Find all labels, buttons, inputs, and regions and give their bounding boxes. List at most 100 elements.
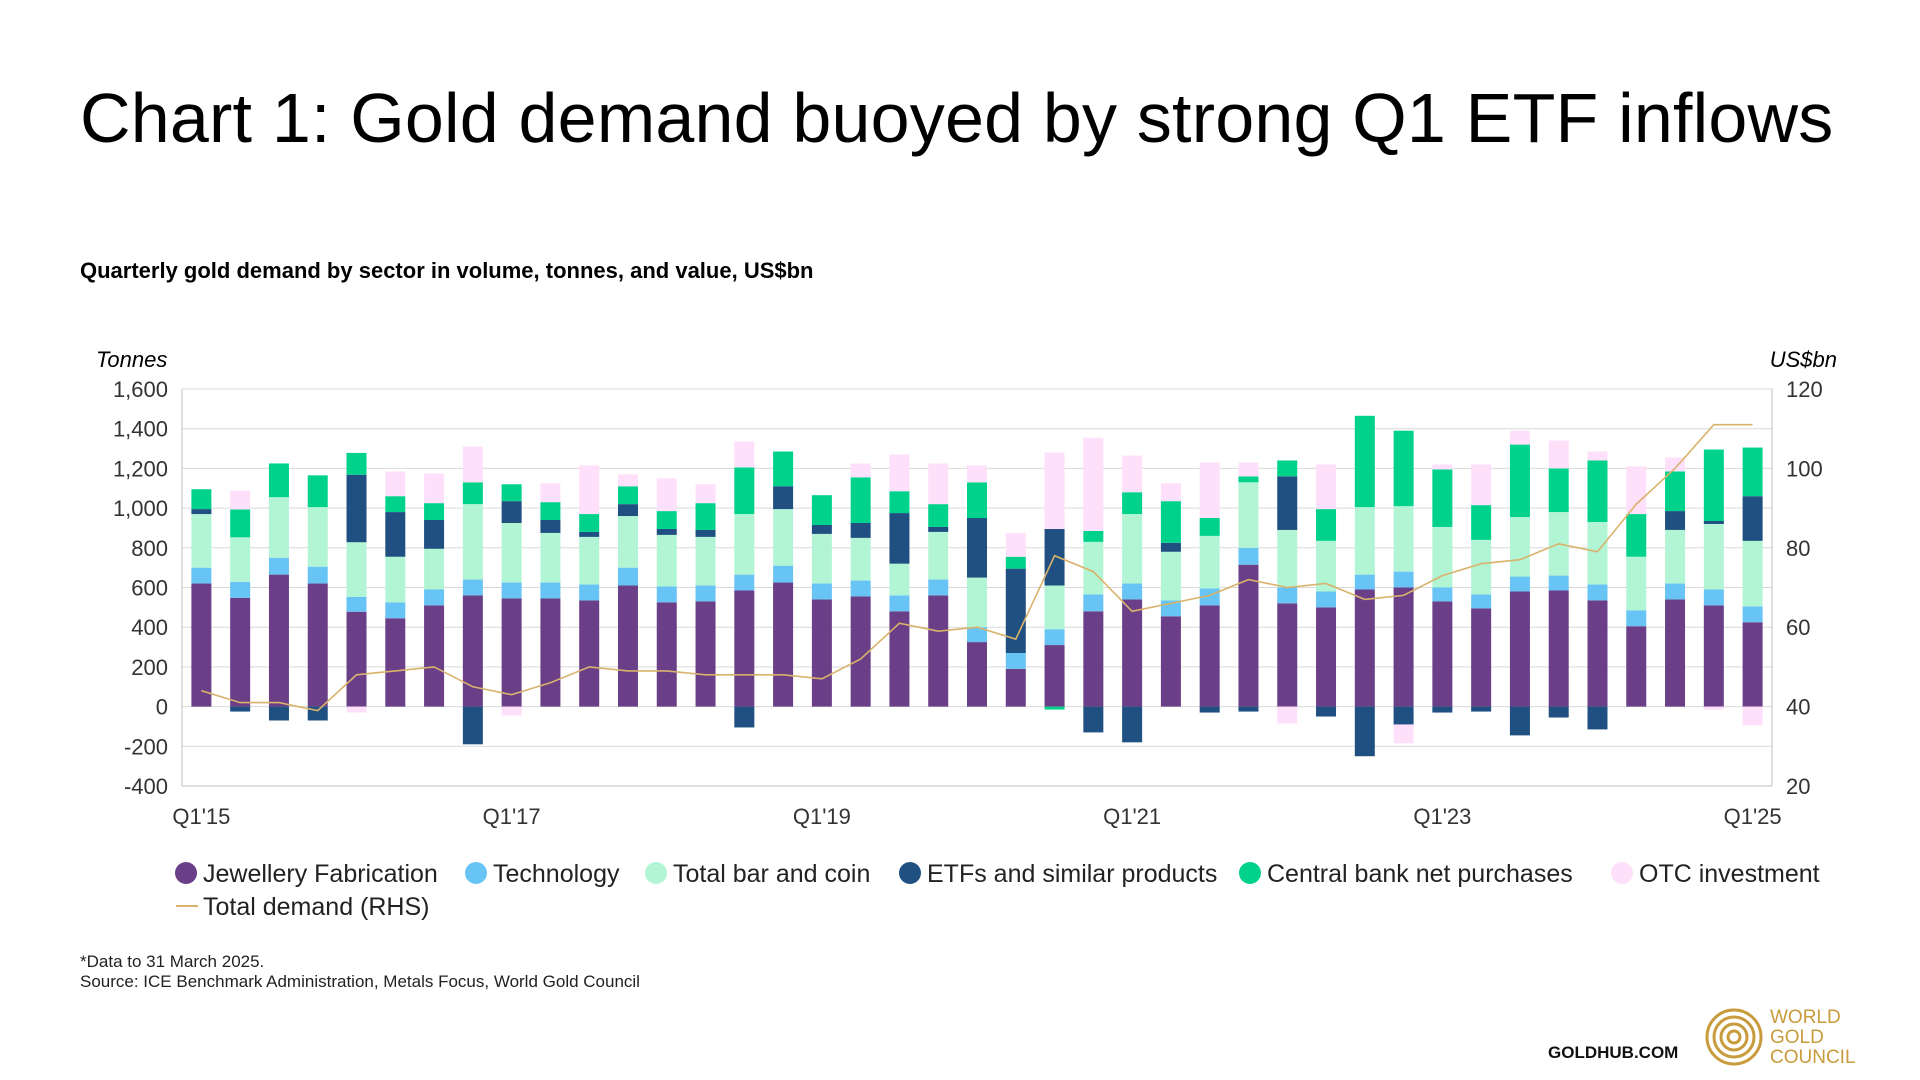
bar-segment (1354, 415, 1375, 508)
x-tick-label: Q1'21 (1103, 804, 1161, 829)
bar-segment (579, 600, 600, 707)
bar-segment (617, 585, 638, 707)
x-tick-label: Q1'15 (172, 804, 230, 829)
footnote: *Data to 31 March 2025. Source: ICE Benc… (80, 952, 640, 992)
bar-segment (889, 563, 910, 596)
bar-segment (501, 706, 522, 716)
bar-segment (191, 509, 212, 515)
bar-segment (579, 536, 600, 585)
bar-segment (540, 502, 561, 521)
bar-segment (579, 531, 600, 537)
bar-segment (1122, 599, 1143, 707)
bar-segment (1432, 464, 1453, 470)
bar-segment (734, 590, 755, 707)
y2-tick-label: 40 (1786, 695, 1810, 720)
bar-segment (811, 524, 832, 534)
bar-segment (1316, 591, 1337, 608)
y-tick-label: 1,600 (113, 377, 168, 402)
bar-segment (540, 483, 561, 503)
bar-segment (1703, 605, 1724, 707)
y-tick-label: 0 (156, 695, 168, 720)
bar-segment (1626, 626, 1647, 707)
bar-segment (501, 484, 522, 502)
bar-segment (268, 557, 289, 575)
bar-segment (695, 536, 716, 586)
source-note: Source: ICE Benchmark Administration, Me… (80, 972, 640, 991)
bar-segment (1471, 706, 1492, 712)
legend-swatch (899, 862, 921, 884)
bar-segment (889, 595, 910, 612)
bar-segment (734, 574, 755, 591)
bar-segment (850, 522, 871, 538)
chart-legend: Jewellery Fabrication Technology Total bar… (175, 860, 1820, 921)
bar-segment (617, 504, 638, 517)
bar-segment (1044, 452, 1065, 529)
world-gold-council-logo-icon (1705, 1008, 1763, 1066)
y2-tick-label: 80 (1786, 536, 1810, 561)
y-tick-label: -400 (124, 774, 168, 799)
bar-segment (501, 522, 522, 583)
bar-segment (346, 474, 367, 543)
bar-segment (1316, 607, 1337, 707)
y-tick-label: 200 (131, 655, 168, 680)
bar-segment (1471, 505, 1492, 540)
bar-segment (385, 512, 406, 557)
bar-segment (462, 579, 483, 596)
bar-segment (967, 482, 987, 519)
bar-segment (1199, 706, 1220, 713)
bar-segment (268, 497, 289, 558)
bar-segment (579, 465, 600, 515)
legend-label: Technology (493, 860, 620, 888)
bar-segment (1160, 483, 1181, 502)
bar-segment (1199, 518, 1220, 536)
bar-segment (695, 484, 716, 504)
logo-line-3: COUNCIL (1770, 1047, 1856, 1068)
bar-segment (1548, 590, 1569, 707)
bar-segment (850, 537, 871, 581)
bar-segment (191, 567, 212, 584)
bar-segment (1277, 706, 1298, 724)
bar-segment (1742, 447, 1763, 497)
bar-segment (811, 583, 832, 600)
bar-segment (191, 514, 212, 568)
bar-segment (1742, 496, 1763, 541)
page-title: Chart 1: Gold demand buoyed by strong Q1… (80, 79, 1834, 157)
bar-segment (1354, 589, 1375, 707)
bar-segment (1083, 530, 1104, 542)
bar-segment (1044, 645, 1065, 707)
bar-segment (1277, 603, 1298, 707)
bar-segment (695, 585, 716, 602)
bar-segment (501, 598, 522, 707)
bar-segment (1393, 506, 1414, 572)
bar-segment (540, 520, 561, 533)
bar-segment (424, 605, 445, 707)
bar-segment (1432, 706, 1453, 713)
bar-segment (811, 599, 832, 707)
y-axis-title: Tonnes (96, 347, 167, 372)
logo-line-1: WORLD (1770, 1007, 1841, 1028)
bar-segment (540, 582, 561, 599)
bar-segment (1587, 521, 1608, 585)
legend-swatch (1239, 862, 1261, 884)
bar-segment (617, 486, 638, 505)
goldhub-link[interactable]: GOLDHUB.COM (1548, 1043, 1679, 1062)
bar-segment (1587, 451, 1608, 461)
bar-segment (230, 597, 251, 707)
bar-segment (1122, 583, 1143, 600)
axes-layer: 1,600 1,400 1,200 1,000 800 600 400 200 0 -200 -40… (96, 347, 1837, 829)
bar-segment (1005, 532, 1026, 557)
bar-segment (1005, 556, 1026, 569)
bar-segment (1665, 583, 1686, 600)
bar-segment (1316, 509, 1337, 541)
y-tick-label: 1,000 (113, 496, 168, 521)
bar-segment (734, 441, 755, 468)
legend-label: Total bar and coin (673, 860, 870, 888)
bar-segment (424, 520, 445, 549)
bar-segment (1742, 606, 1763, 623)
bar-segment (1354, 574, 1375, 590)
bar-segment (1277, 476, 1298, 530)
bar-segment (1432, 469, 1453, 527)
legend-label: ETFs and similar products (927, 860, 1217, 888)
bar-segment (1393, 706, 1414, 725)
bar-segment (385, 556, 406, 603)
